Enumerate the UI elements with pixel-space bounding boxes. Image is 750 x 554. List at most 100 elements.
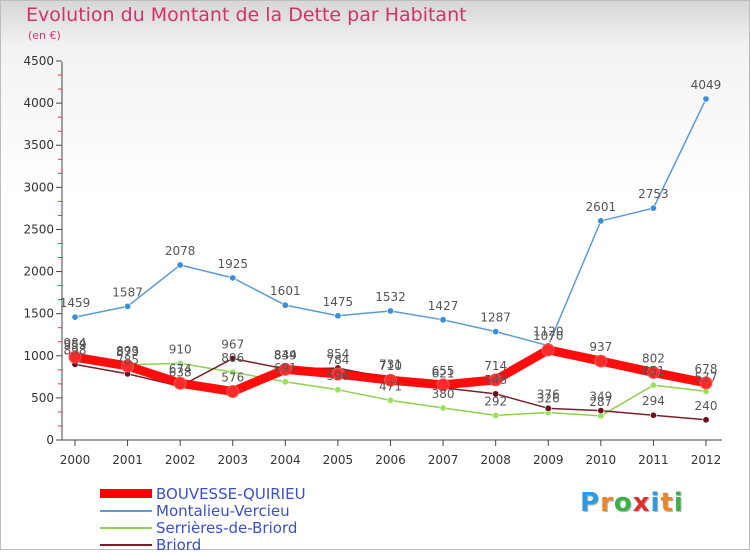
data-label: 1587 (112, 285, 143, 299)
data-label: 349 (589, 390, 612, 404)
y-tick-label: 0 (46, 433, 54, 447)
data-point (597, 217, 605, 225)
data-label: 655 (432, 364, 455, 378)
data-label: 854 (326, 347, 349, 361)
x-tick-label: 2010 (586, 453, 617, 467)
data-point (702, 95, 710, 103)
data-point (176, 261, 184, 269)
data-label: 287 (589, 395, 612, 409)
data-label: 731 (379, 357, 402, 371)
data-point (646, 365, 660, 379)
data-label: 937 (589, 340, 612, 354)
legend-item: Briord (100, 536, 306, 553)
x-tick-label: 2001 (112, 453, 143, 467)
x-tick-label: 2009 (533, 453, 564, 467)
y-tick-label: 4500 (23, 54, 54, 68)
data-label: 806 (221, 351, 244, 365)
legend-label: Briord (156, 535, 202, 554)
data-label: 240 (695, 399, 718, 413)
data-label: 674 (169, 362, 192, 376)
legend-swatch (100, 489, 152, 498)
y-tick-label: 1500 (23, 307, 54, 321)
data-label: 1427 (428, 299, 459, 313)
data-point (649, 204, 657, 212)
data-point (121, 359, 135, 373)
data-label: 879 (116, 345, 139, 359)
data-label: 2601 (586, 200, 617, 214)
data-label: 898 (64, 343, 87, 357)
data-point (597, 407, 605, 415)
data-point (439, 316, 447, 324)
x-tick-label: 2005 (323, 453, 354, 467)
data-label: 1459 (60, 296, 91, 310)
data-label: 621 (432, 367, 455, 381)
legend-item: Montalieu-Vercieu (100, 502, 306, 519)
x-tick-label: 2004 (270, 453, 301, 467)
y-tick-label: 2000 (23, 265, 54, 279)
legend-label: Montalieu-Vercieu (156, 501, 290, 520)
data-label: 1532 (375, 290, 406, 304)
data-point (124, 302, 132, 310)
data-point (278, 362, 292, 376)
data-point (594, 354, 608, 368)
data-label: 326 (537, 392, 560, 406)
data-label: 839 (274, 348, 297, 362)
chart-title: Evolution du Montant de la Dette par Hab… (26, 4, 467, 26)
data-label: 4049 (691, 78, 722, 92)
data-point (229, 368, 237, 376)
data-label: 710 (379, 359, 402, 373)
data-label: 548 (484, 373, 507, 387)
data-point (281, 301, 289, 309)
data-label: 292 (484, 394, 507, 408)
data-point (492, 328, 500, 336)
data-label: 802 (642, 351, 665, 365)
data-label: 376 (537, 387, 560, 401)
data-label: 1070 (533, 329, 564, 343)
data-label: 638 (169, 365, 192, 379)
data-label: 893 (116, 344, 139, 358)
data-label: 1120 (533, 325, 564, 339)
data-label: 785 (116, 353, 139, 367)
x-tick-label: 2002 (165, 453, 196, 467)
data-point (281, 378, 289, 386)
data-label: 678 (695, 362, 718, 376)
data-label: 596 (326, 369, 349, 383)
data-point (229, 274, 237, 282)
data-point (492, 411, 500, 419)
data-label: 984 (64, 336, 87, 350)
x-tick-label: 2006 (375, 453, 406, 467)
legend-label: Serrières-de-Briord (156, 518, 298, 537)
data-label: 1601 (270, 284, 301, 298)
legend: BOUVESSE-QUIRIEU Montalieu-Vercieu Serrièr… (100, 485, 306, 553)
data-point (436, 378, 450, 392)
data-label: 576 (221, 370, 244, 384)
data-point (386, 396, 394, 404)
data-label: 577 (695, 370, 718, 384)
data-label: 691 (274, 361, 297, 375)
x-tick-label: 2008 (480, 453, 511, 467)
y-tick-label: 3000 (23, 180, 54, 194)
data-label: 967 (221, 338, 244, 352)
data-point (489, 373, 503, 387)
y-tick-label: 500 (31, 391, 54, 405)
x-tick-label: 2000 (60, 453, 91, 467)
data-point (541, 343, 555, 357)
data-point (226, 384, 240, 398)
data-label: 471 (379, 379, 402, 393)
data-point (544, 404, 552, 412)
data-point (384, 373, 397, 387)
legend-label: BOUVESSE-QUIRIEU (156, 484, 306, 503)
legend-swatch (100, 526, 152, 529)
data-point (439, 404, 447, 412)
data-point (492, 390, 500, 398)
data-label: 1925 (217, 257, 248, 271)
data-label: 959 (64, 338, 87, 352)
data-point (176, 359, 184, 367)
data-point (71, 313, 79, 321)
y-tick-label: 2500 (23, 222, 54, 236)
data-label: 2078 (165, 244, 196, 258)
x-tick-label: 2012 (691, 453, 722, 467)
data-label: 844 (274, 348, 297, 362)
